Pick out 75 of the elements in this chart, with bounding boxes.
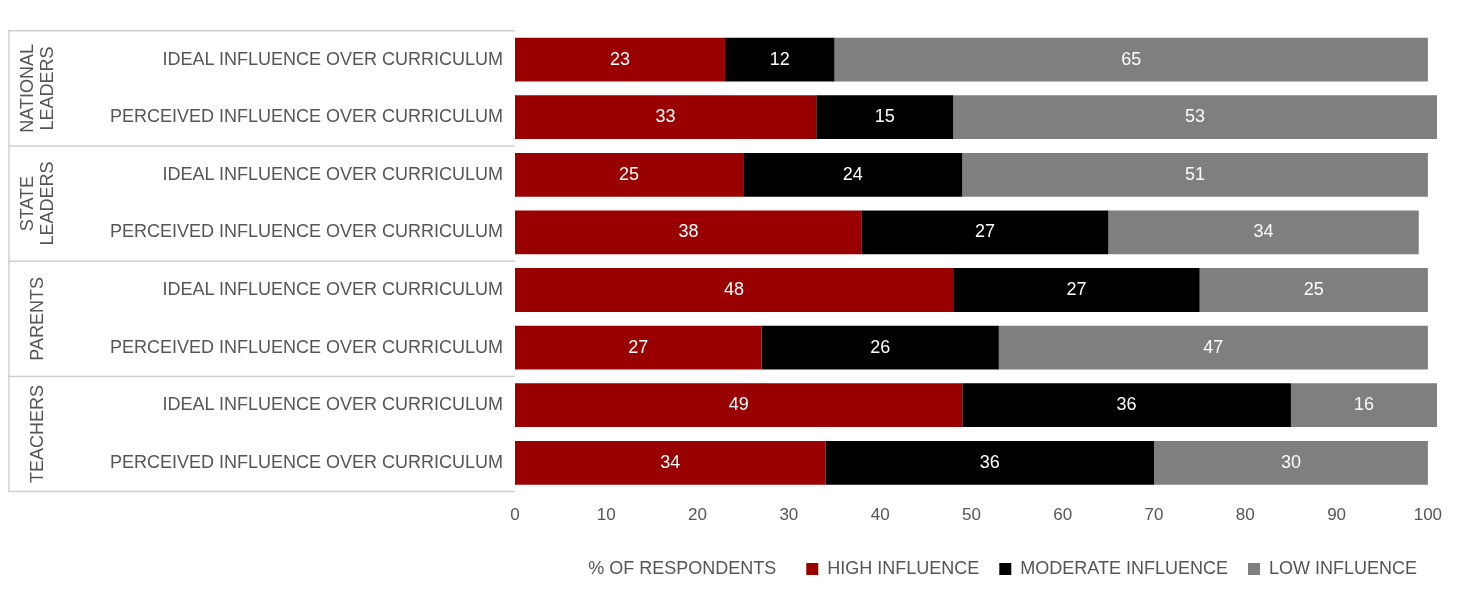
x-tick-label: 40: [870, 505, 890, 525]
data-label: 30: [1280, 451, 1301, 472]
data-label: 47: [1203, 336, 1224, 357]
data-label: 12: [769, 48, 790, 69]
data-label: 49: [728, 394, 749, 415]
data-label: 27: [975, 221, 996, 242]
text: STATE LEADERS: [16, 161, 57, 246]
bar: [825, 440, 1155, 485]
bar: [962, 383, 1291, 428]
bar: [1154, 440, 1428, 485]
data-label: 27: [628, 336, 649, 357]
x-tick-label: 50: [961, 505, 981, 525]
y-tick-label: PERCEIVED INFLUENCE OVER CURRICULUM: [109, 336, 503, 357]
x-tick-label: 80: [1235, 505, 1255, 525]
bar: [834, 37, 1428, 82]
x-tick-label: 20: [688, 505, 708, 525]
data-label: 53: [1185, 106, 1206, 127]
data-label: 16: [1353, 394, 1374, 415]
data-label: 38: [678, 221, 699, 242]
data-label: 51: [1185, 163, 1206, 184]
y-tick-label: IDEAL INFLUENCE OVER CURRICULUM: [162, 163, 503, 184]
x-axis-title: % OF RESPONDENTS: [588, 557, 777, 578]
bar: [515, 152, 744, 197]
data-label: 15: [874, 106, 895, 127]
x-tick-label: 30: [779, 505, 799, 525]
x-tick-label: 10: [596, 505, 616, 525]
bar: [724, 37, 835, 82]
data-label: 23: [609, 48, 630, 69]
bar: [515, 210, 862, 255]
data-label: 34: [660, 451, 681, 472]
legend-label: HIGH INFLUENCE: [827, 557, 980, 578]
x-tick-label: 100: [1413, 505, 1443, 525]
bar: [962, 152, 1428, 197]
y-tick-label: IDEAL INFLUENCE OVER CURRICULUM: [162, 48, 503, 69]
bar: [1290, 383, 1437, 428]
y-tick-label: PERCEIVED INFLUENCE OVER CURRICULUM: [109, 106, 503, 127]
data-label: 25: [619, 163, 640, 184]
data-label: 33: [655, 106, 676, 127]
bar: [998, 325, 1428, 370]
bar: [515, 440, 826, 485]
bar: [761, 325, 999, 370]
bar: [953, 95, 1437, 140]
y-tick-label: IDEAL INFLUENCE OVER CURRICULUM: [162, 394, 503, 415]
data-label: 27: [1066, 278, 1087, 299]
data-label: 65: [1121, 48, 1142, 69]
y-tick-label: PERCEIVED INFLUENCE OVER CURRICULUM: [109, 221, 503, 242]
text: TEACHERS: [26, 384, 47, 484]
data-label: 36: [979, 451, 1000, 472]
y-tick-label: PERCEIVED INFLUENCE OVER CURRICULUM: [109, 451, 503, 472]
bar: [861, 210, 1109, 255]
x-tick-label: 60: [1053, 505, 1073, 525]
data-label: 36: [1116, 394, 1137, 415]
data-label: 24: [842, 163, 863, 184]
bar: [1199, 268, 1428, 312]
bar: [515, 383, 963, 428]
bar: [743, 152, 963, 197]
y-tick-label: IDEAL INFLUENCE OVER CURRICULUM: [162, 278, 503, 299]
data-label: 26: [870, 336, 891, 357]
bar: [1108, 210, 1419, 255]
x-tick-label: 0: [510, 505, 520, 525]
legend-label: LOW INFLUENCE: [1268, 557, 1418, 578]
legend-label: MODERATE INFLUENCE: [1020, 557, 1228, 578]
bar: [953, 268, 1200, 312]
bar: [515, 37, 725, 82]
x-tick-label: 90: [1327, 505, 1347, 525]
bar: [515, 268, 954, 312]
text: PARENTS: [26, 276, 47, 361]
data-label: 34: [1253, 221, 1274, 242]
bar: [515, 95, 817, 140]
text: NATIONAL LEADERS: [16, 44, 57, 133]
bar: [816, 95, 954, 140]
data-label: 25: [1303, 278, 1324, 299]
bar: [515, 325, 762, 370]
x-tick-label: 70: [1144, 505, 1164, 525]
data-label: 48: [724, 278, 745, 299]
